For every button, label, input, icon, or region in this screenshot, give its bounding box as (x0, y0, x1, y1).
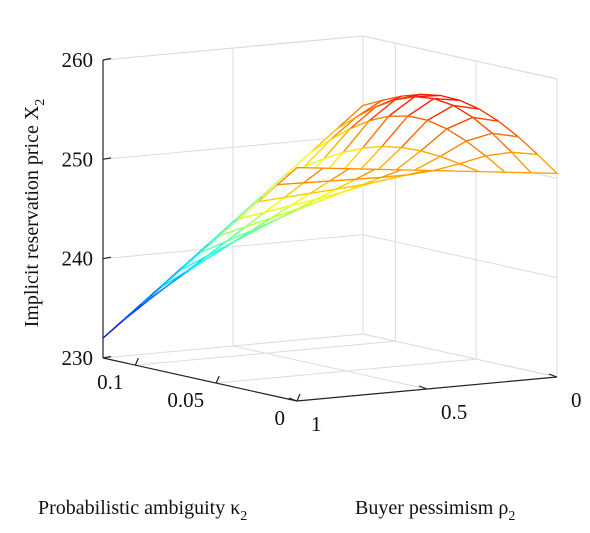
rho-tick-mark (548, 373, 558, 378)
z-grid-line (362, 35, 558, 80)
kappa-tick-mark (215, 375, 220, 384)
z-tick-mark (102, 256, 112, 260)
z-grid-line (362, 234, 558, 279)
kappa-tick-mark (296, 393, 301, 402)
z-tick-label: 250 (62, 147, 94, 171)
z-tick-mark (102, 157, 112, 160)
tick-labels: 230 240 250 260 0 0.05 0.1 0 0.5 1 (62, 48, 582, 436)
surface-cell (180, 240, 227, 271)
x-axis-title: Probabilistic ambiguity κ2 (38, 497, 247, 524)
rho-tick-mark (418, 385, 428, 390)
axis-lines (102, 57, 558, 402)
axes-box (102, 35, 558, 377)
rho-grid-line (362, 333, 558, 378)
z-tick-label: 230 (62, 346, 94, 370)
rho-tick-label: 1 (311, 412, 322, 436)
kappa-tick-mark (134, 357, 139, 366)
rho-tick-label: 0 (571, 388, 582, 412)
rho-grid-line (232, 345, 428, 390)
grid-lines (102, 35, 558, 402)
z-axis-title: Implicit reservation price X2 (21, 99, 48, 328)
y-axis-title: Buyer pessimism ρ2 (355, 497, 515, 524)
z-tick-mark (102, 57, 112, 61)
z-tick-label: 260 (62, 48, 94, 72)
surface-cell (275, 166, 325, 186)
kappa-tick-label: 0.05 (167, 388, 204, 412)
surface-mesh (102, 93, 559, 339)
rho-tick-mark (288, 397, 298, 402)
surface-cell (160, 255, 207, 288)
kappa-tick-label: 0.1 (97, 370, 123, 394)
kappa-tick-label: 0 (275, 406, 286, 430)
z-tick-mark (102, 355, 112, 359)
rho-tick-label: 0.5 (441, 400, 467, 424)
z-tick-label: 240 (62, 247, 94, 271)
